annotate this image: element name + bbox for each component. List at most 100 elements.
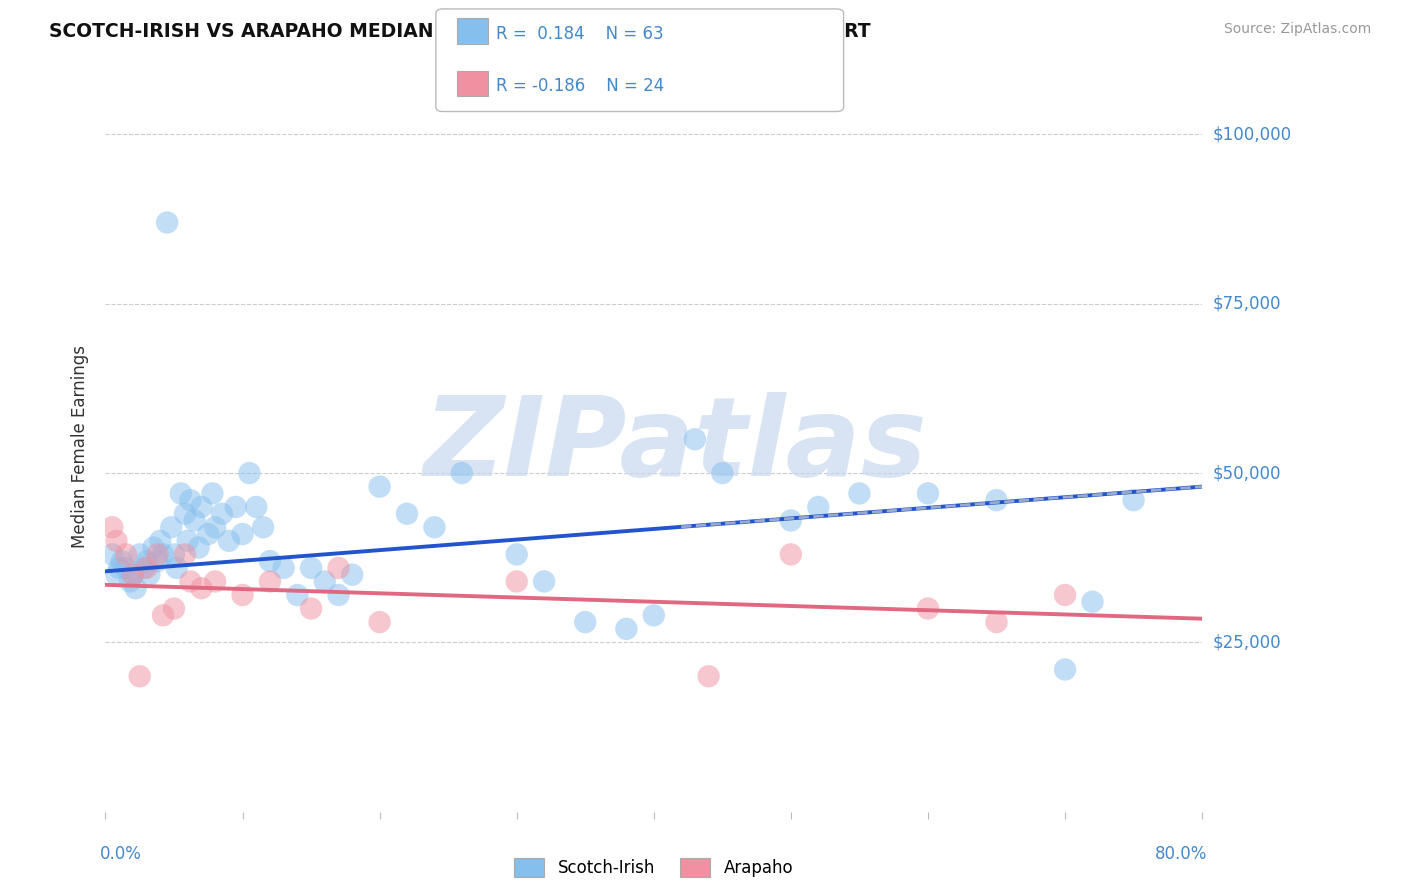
Point xyxy=(245,500,267,514)
Point xyxy=(917,601,939,615)
Point xyxy=(807,500,830,514)
Point xyxy=(135,554,157,568)
Point xyxy=(259,574,281,589)
Point xyxy=(149,533,172,548)
Point xyxy=(183,514,205,528)
Point xyxy=(506,547,529,561)
Point xyxy=(287,588,309,602)
Point xyxy=(986,493,1008,508)
Point xyxy=(101,520,124,534)
Text: $100,000: $100,000 xyxy=(1213,126,1292,144)
Point xyxy=(111,554,134,568)
Point xyxy=(135,561,157,575)
Point xyxy=(848,486,870,500)
Point xyxy=(574,615,596,629)
Point xyxy=(231,527,254,541)
Point xyxy=(423,520,446,534)
Point xyxy=(142,541,165,555)
Point xyxy=(238,466,260,480)
Point xyxy=(231,588,254,602)
Point xyxy=(108,561,131,575)
Point xyxy=(299,561,322,575)
Point xyxy=(368,480,391,494)
Point xyxy=(190,581,212,595)
Point xyxy=(174,507,197,521)
Point xyxy=(138,567,160,582)
Point xyxy=(1054,663,1077,677)
Point xyxy=(259,554,281,568)
Y-axis label: Median Female Earnings: Median Female Earnings xyxy=(72,344,90,548)
Point xyxy=(187,541,209,555)
Point xyxy=(299,601,322,615)
Point xyxy=(166,561,188,575)
Point xyxy=(506,574,529,589)
Point xyxy=(177,533,200,548)
Point xyxy=(115,561,138,575)
Text: R =  0.184    N = 63: R = 0.184 N = 63 xyxy=(496,25,664,43)
Point xyxy=(115,547,138,561)
Text: ZIPatlas: ZIPatlas xyxy=(423,392,928,500)
Legend: Scotch-Irish, Arapaho: Scotch-Irish, Arapaho xyxy=(508,851,800,884)
Point xyxy=(152,547,174,561)
Point xyxy=(124,581,146,595)
Point xyxy=(132,561,155,575)
Point xyxy=(1054,588,1077,602)
Point xyxy=(179,574,201,589)
Point xyxy=(616,622,638,636)
Point xyxy=(683,432,706,446)
Point xyxy=(146,547,169,561)
Point xyxy=(328,588,350,602)
Text: SCOTCH-IRISH VS ARAPAHO MEDIAN FEMALE EARNINGS CORRELATION CHART: SCOTCH-IRISH VS ARAPAHO MEDIAN FEMALE EA… xyxy=(49,22,870,41)
Point xyxy=(152,608,174,623)
Point xyxy=(120,574,142,589)
Point xyxy=(711,466,734,480)
Point xyxy=(163,547,186,561)
Point xyxy=(252,520,274,534)
Point xyxy=(328,561,350,575)
Point xyxy=(128,547,150,561)
Point xyxy=(197,527,219,541)
Point xyxy=(779,514,801,528)
Point xyxy=(101,547,124,561)
Point xyxy=(174,547,197,561)
Point xyxy=(273,561,295,575)
Point xyxy=(986,615,1008,629)
Text: 0.0%: 0.0% xyxy=(100,845,142,863)
Point xyxy=(643,608,665,623)
Point xyxy=(340,567,363,582)
Point xyxy=(697,669,720,683)
Point xyxy=(105,567,128,582)
Point xyxy=(121,567,145,582)
Point xyxy=(121,567,145,582)
Point xyxy=(450,466,472,480)
Point xyxy=(396,507,419,521)
Point xyxy=(204,520,226,534)
Text: $25,000: $25,000 xyxy=(1213,633,1282,651)
Point xyxy=(225,500,247,514)
Text: $75,000: $75,000 xyxy=(1213,294,1282,313)
Point xyxy=(201,486,224,500)
Point xyxy=(146,554,169,568)
Point xyxy=(163,601,186,615)
Point xyxy=(779,547,801,561)
Text: 80.0%: 80.0% xyxy=(1156,845,1208,863)
Point xyxy=(314,574,336,589)
Point xyxy=(218,533,240,548)
Point xyxy=(179,493,201,508)
Point xyxy=(204,574,226,589)
Point xyxy=(368,615,391,629)
Point xyxy=(533,574,555,589)
Point xyxy=(917,486,939,500)
Text: $50,000: $50,000 xyxy=(1213,464,1282,482)
Point xyxy=(160,520,183,534)
Point xyxy=(1081,595,1104,609)
Point xyxy=(1122,493,1144,508)
Point xyxy=(105,533,128,548)
Point xyxy=(211,507,233,521)
Text: Source: ZipAtlas.com: Source: ZipAtlas.com xyxy=(1223,22,1371,37)
Point xyxy=(156,215,179,229)
Point xyxy=(190,500,212,514)
Text: R = -0.186    N = 24: R = -0.186 N = 24 xyxy=(496,78,665,95)
Point xyxy=(128,669,150,683)
Point xyxy=(170,486,193,500)
